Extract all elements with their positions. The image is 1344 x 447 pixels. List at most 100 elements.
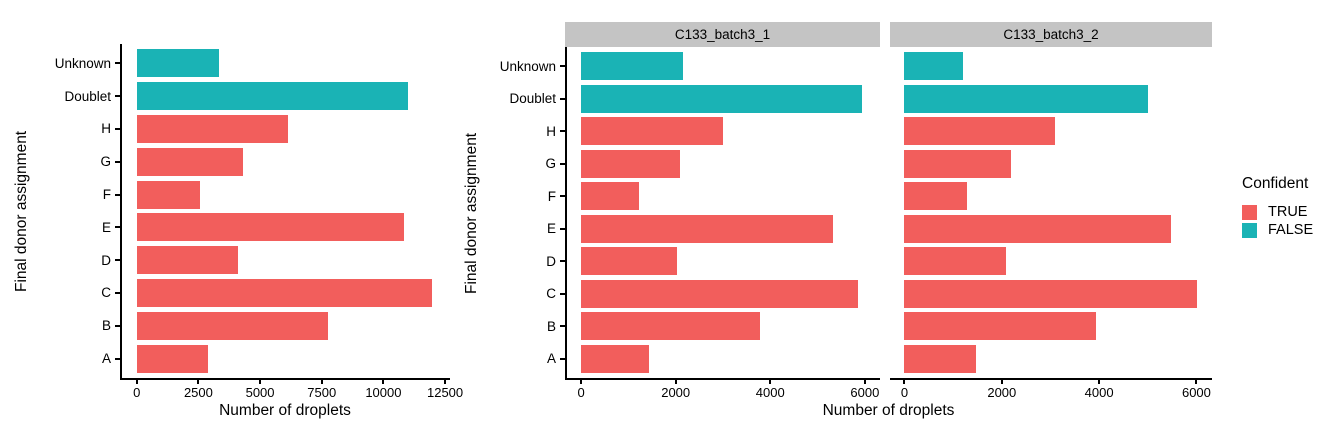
y-tick xyxy=(115,47,122,80)
facet-strip-label: C133_batch3_2 xyxy=(1003,27,1099,42)
bar-d xyxy=(581,247,678,276)
legend-item-false: FALSE xyxy=(1242,221,1313,239)
bar-slot xyxy=(904,50,1212,83)
y-tick xyxy=(115,145,122,178)
bar-slot xyxy=(904,343,1212,376)
legend-item-true: TRUE xyxy=(1242,203,1313,221)
bar-slot xyxy=(581,115,880,148)
y-tick xyxy=(115,277,122,310)
facet-strip-label: C133_batch3_1 xyxy=(674,27,771,42)
bar-c xyxy=(581,279,858,308)
x-tick-label: 7500 xyxy=(307,385,337,400)
y-tick xyxy=(560,115,567,148)
y-tick-label: B xyxy=(546,318,556,334)
y-tick-mark xyxy=(560,325,567,328)
y-tick-mark xyxy=(115,259,122,262)
bar-slot xyxy=(581,50,880,83)
x-tick xyxy=(580,378,583,384)
bar-unknown xyxy=(904,52,963,81)
facet-strip: C133_batch3_2 xyxy=(890,22,1212,47)
bar-c xyxy=(136,279,432,307)
y-tick-label: H xyxy=(546,123,556,139)
bar-slot xyxy=(581,148,880,181)
legend-swatch-true xyxy=(1242,204,1257,220)
bar-slot xyxy=(581,180,880,213)
x-axis-title: Number of droplets xyxy=(219,402,351,419)
x-tick-label: 4000 xyxy=(1084,385,1114,400)
x-tick xyxy=(1098,378,1101,384)
y-tick-mark xyxy=(115,357,122,360)
y-tick-label: A xyxy=(546,351,556,367)
facet-strip: C133_batch3_1 xyxy=(565,22,880,47)
bar-doublet xyxy=(136,82,409,111)
x-tick xyxy=(1000,378,1003,384)
x-tick xyxy=(674,378,677,384)
y-tick-label: D xyxy=(546,253,556,269)
y-tick-label: Unknown xyxy=(499,58,556,74)
y-axis-ticks xyxy=(115,47,122,375)
y-tick xyxy=(560,310,567,343)
y-tick xyxy=(115,342,122,375)
y-tick-label: E xyxy=(546,221,556,237)
y-tick-label: D xyxy=(101,252,111,268)
panel-facet-1: 0 2000 4000 6000 Unknown Doublet H G F E D C B A xyxy=(500,47,880,400)
y-tick xyxy=(560,180,567,213)
x-axis-title: Number of droplets xyxy=(822,402,955,419)
x-axis: 0 2000 4000 6000 xyxy=(900,378,1212,404)
bar-slot xyxy=(136,211,450,244)
bar-e xyxy=(136,213,405,242)
y-tick-mark xyxy=(560,65,567,68)
y-tick-mark xyxy=(560,260,567,263)
panel-facet-2: 0 2000 4000 6000 xyxy=(890,47,1212,400)
bar-h xyxy=(581,117,723,146)
legend-label-false: FALSE xyxy=(1268,222,1314,238)
bar-c xyxy=(904,279,1198,308)
y-axis-labels: Unknown Doublet H G F E D C B A xyxy=(23,47,111,375)
bar-e xyxy=(581,214,834,243)
x-axis: 0 2500 5000 7500 10000 12500 xyxy=(133,378,463,404)
x-tick xyxy=(1195,378,1198,384)
bars-layer xyxy=(904,50,1212,375)
y-tick-mark xyxy=(115,291,122,294)
y-tick-mark xyxy=(115,127,122,130)
y-tick xyxy=(115,309,122,342)
y-tick xyxy=(560,213,567,246)
bar-slot xyxy=(581,213,880,246)
y-tick-mark xyxy=(115,160,122,163)
legend-label-true: TRUE xyxy=(1268,204,1308,220)
x-tick-label: 0 xyxy=(133,385,141,400)
y-tick-mark xyxy=(560,357,567,360)
bar-f xyxy=(904,182,968,211)
bar-slot xyxy=(136,80,450,113)
y-tick xyxy=(115,113,122,146)
y-tick-label: Doublet xyxy=(509,91,556,107)
x-tick-label: 5000 xyxy=(245,385,275,400)
y-axis-labels: Unknown Doublet H G F E D C B A xyxy=(468,50,556,375)
bar-b xyxy=(136,311,328,340)
y-tick xyxy=(560,343,567,376)
bar-d xyxy=(904,247,1007,276)
y-tick-label: G xyxy=(545,156,556,172)
y-tick-mark xyxy=(560,162,567,165)
y-tick-label: H xyxy=(101,121,111,137)
y-tick xyxy=(115,80,122,113)
y-tick-mark xyxy=(560,195,567,198)
x-tick-label: 2000 xyxy=(661,385,691,400)
x-tick xyxy=(320,378,323,384)
bar-slot xyxy=(904,278,1212,311)
y-tick-mark xyxy=(560,227,567,230)
y-tick xyxy=(115,211,122,244)
x-tick-label: 0 xyxy=(900,385,909,400)
bar-slot xyxy=(904,148,1212,181)
bar-h xyxy=(904,117,1056,146)
x-tick xyxy=(382,378,385,384)
y-tick xyxy=(560,245,567,278)
bar-b xyxy=(581,312,760,341)
bar-slot xyxy=(136,277,450,310)
bar-g xyxy=(581,149,680,178)
y-tick-mark xyxy=(115,324,122,327)
x-tick-label: 6000 xyxy=(1181,385,1211,400)
bar-h xyxy=(136,115,289,143)
y-tick-label: Unknown xyxy=(54,55,111,71)
